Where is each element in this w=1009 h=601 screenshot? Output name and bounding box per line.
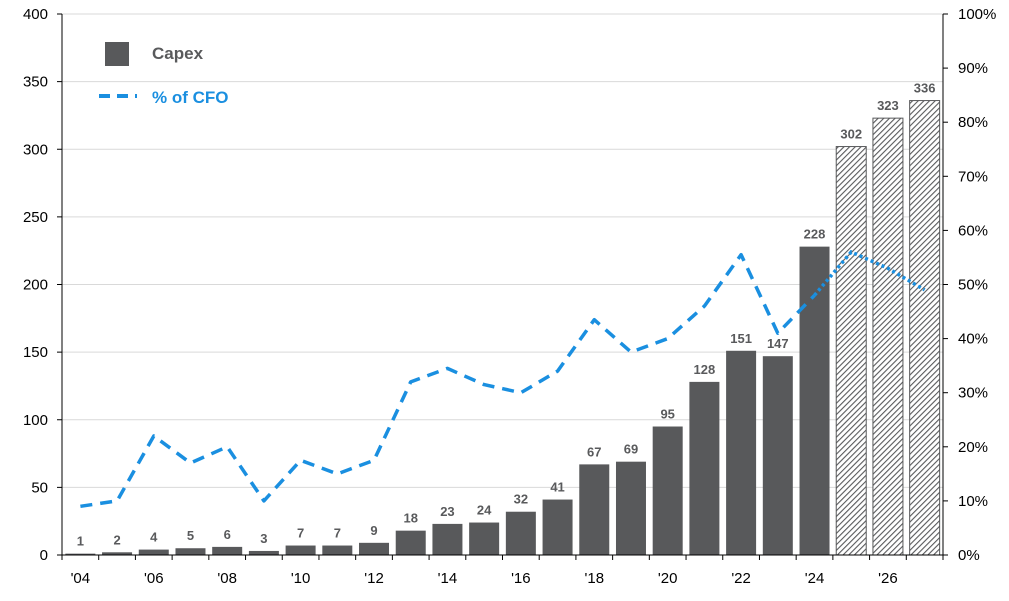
- capex-data-label: 7: [297, 526, 304, 541]
- capex-data-label: 302: [840, 127, 862, 142]
- capex-data-label: 151: [730, 331, 752, 346]
- capex-data-label: 18: [403, 511, 417, 526]
- capex-data-label: 23: [440, 504, 454, 519]
- left-tick-label: 50: [31, 479, 48, 496]
- capex-data-label: 3: [260, 531, 267, 546]
- capex-data-label: 9: [370, 523, 377, 538]
- x-tick-label: '16: [511, 570, 531, 587]
- capex-data-label: 147: [767, 336, 789, 351]
- legend-cfo-label: % of CFO: [152, 88, 229, 107]
- right-tick-label: 10%: [958, 493, 988, 510]
- left-tick-label: 150: [23, 344, 48, 361]
- capex-data-label: 24: [477, 503, 492, 518]
- capex-bar: [248, 550, 279, 555]
- capex-data-label: 7: [334, 526, 341, 541]
- capex-data-label: 2: [113, 532, 120, 547]
- right-tick-label: 100%: [958, 6, 996, 23]
- legend: Capex % of CFO: [99, 42, 229, 107]
- x-tick-label: '20: [658, 570, 678, 587]
- right-tick-label: 50%: [958, 277, 988, 294]
- capex-data-label: 67: [587, 444, 601, 459]
- x-tick-label: '10: [291, 570, 311, 587]
- capex-bar-projected: [835, 146, 867, 556]
- capex-bar: [322, 545, 353, 555]
- capex-data-label: 41: [550, 480, 564, 495]
- right-tick-label: 80%: [958, 114, 988, 131]
- left-tick-label: 350: [23, 74, 48, 91]
- x-tick-label: '08: [217, 570, 237, 587]
- capex-bar: [762, 356, 793, 555]
- capex-bar: [359, 542, 390, 555]
- capex-bar: [652, 426, 683, 555]
- capex-bar: [212, 546, 243, 555]
- capex-bar: [469, 522, 500, 555]
- capex-bar: [615, 461, 646, 555]
- capex-bar-projected: [909, 100, 941, 556]
- capex-data-label: 128: [694, 362, 716, 377]
- left-tick-label: 300: [23, 141, 48, 158]
- capex-data-label: 1: [77, 534, 84, 549]
- capex-bar: [799, 246, 830, 555]
- left-tick-label: 200: [23, 277, 48, 294]
- x-tick-label: '12: [364, 570, 384, 587]
- x-tick-label: '14: [438, 570, 458, 587]
- gridlines: [62, 13, 943, 488]
- capex-data-label: 6: [224, 527, 231, 542]
- right-tick-label: 0%: [958, 547, 980, 564]
- x-tick-label: '04: [71, 570, 91, 587]
- x-tick-label: '22: [731, 570, 751, 587]
- capex-bar: [505, 511, 536, 555]
- right-tick-label: 90%: [958, 60, 988, 77]
- left-tick-label: 250: [23, 209, 48, 226]
- x-tick-label: '24: [805, 570, 825, 587]
- capex-bar: [542, 499, 573, 555]
- right-tick-label: 70%: [958, 168, 988, 185]
- right-tick-label: 20%: [958, 439, 988, 456]
- left-tick-label: 400: [23, 6, 48, 23]
- capex-bar: [726, 350, 757, 555]
- capex-data-label: 32: [514, 492, 528, 507]
- capex-bar: [102, 552, 133, 555]
- cfo-line-actual: [80, 252, 816, 509]
- capex-data-label: 69: [624, 442, 638, 457]
- legend-capex-swatch: [105, 42, 129, 66]
- capex-data-label: 4: [150, 530, 158, 545]
- capex-bar-projected: [872, 117, 904, 556]
- right-tick-label: 30%: [958, 385, 988, 402]
- capex-bars: [65, 100, 941, 556]
- capex-data-label: 228: [804, 227, 826, 242]
- right-tick-label: 40%: [958, 331, 988, 348]
- x-tick-label: '18: [584, 570, 604, 587]
- capex-bar: [432, 523, 463, 555]
- right-tick-label: 60%: [958, 222, 988, 239]
- capex-data-label: 336: [914, 81, 936, 96]
- capex-data-label: 323: [877, 98, 899, 113]
- capex-bar: [579, 464, 610, 555]
- legend-capex-label: Capex: [152, 44, 204, 63]
- capex-data-label: 5: [187, 528, 194, 543]
- left-tick-label: 100: [23, 412, 48, 429]
- cfo-percent-line: [80, 249, 926, 509]
- axes: 0 50 100 150 200 250 300 350 400 0% 10% 20% 30% 40% 50…: [23, 6, 996, 587]
- capex-data-label: 95: [660, 407, 674, 422]
- capex-bar: [138, 549, 169, 555]
- capex-bar: [395, 530, 426, 555]
- x-tick-label: '26: [878, 570, 898, 587]
- capex-bar: [285, 545, 316, 555]
- cfo-line-projected: [813, 249, 926, 297]
- capex-bar: [689, 381, 720, 555]
- left-tick-label: 0: [40, 547, 48, 564]
- x-tick-label: '06: [144, 570, 164, 587]
- capex-bar: [65, 553, 96, 555]
- capex-bar: [175, 548, 206, 555]
